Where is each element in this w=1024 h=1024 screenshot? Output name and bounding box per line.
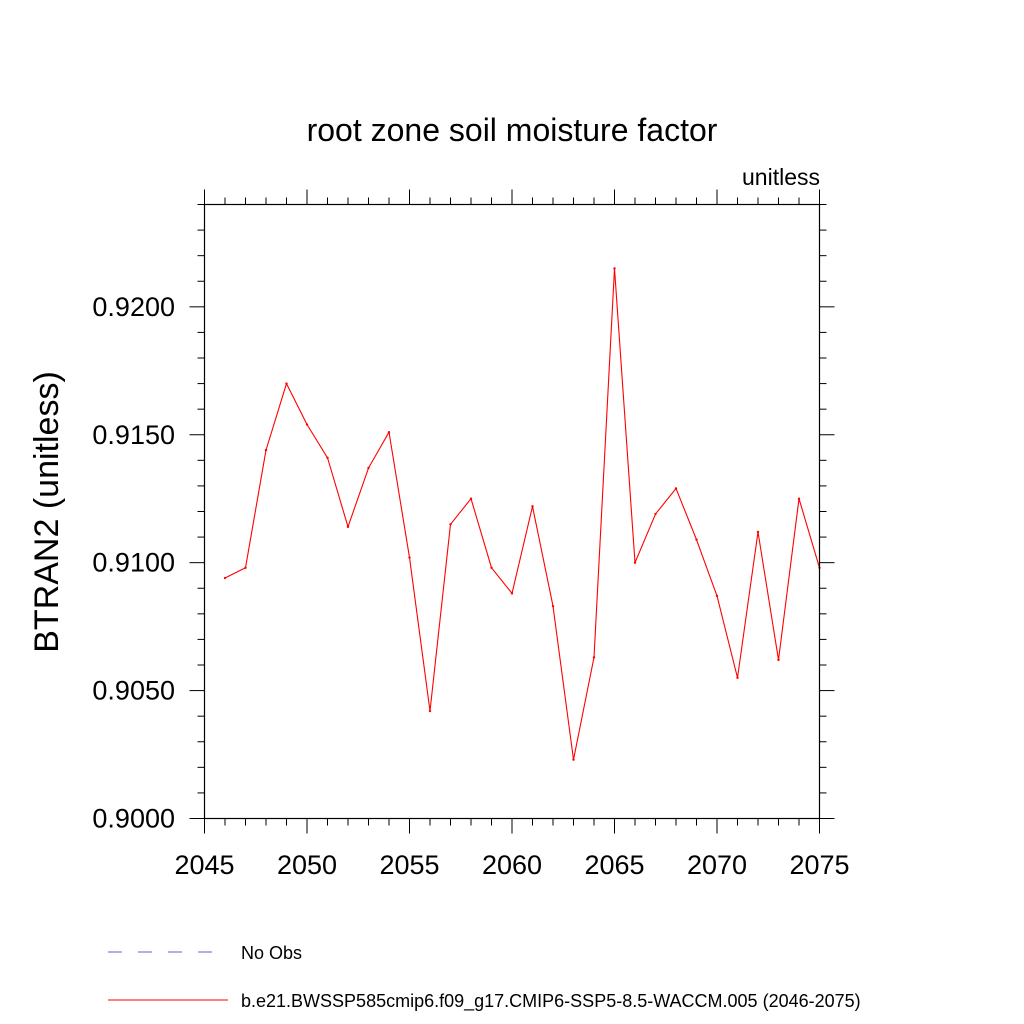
data-point bbox=[510, 592, 514, 595]
x-tick-label: 2075 bbox=[789, 850, 849, 880]
x-tick-label: 2055 bbox=[379, 850, 439, 880]
plot-frame bbox=[203, 203, 821, 820]
data-point bbox=[797, 497, 801, 500]
data-point bbox=[531, 505, 534, 508]
data-point bbox=[715, 594, 719, 598]
data-point bbox=[777, 658, 780, 662]
minor-ticks bbox=[197, 197, 827, 826]
series-lines bbox=[223, 267, 821, 761]
y-tick-label: 0.9200 bbox=[92, 292, 175, 322]
y-tick-label: 0.9100 bbox=[92, 548, 175, 578]
data-point bbox=[428, 709, 432, 713]
major-ticks bbox=[189, 189, 835, 834]
legend-label: b.e21.BWSSP585cmip6.f09_g17.CMIP6-SSP5-8… bbox=[241, 991, 861, 1012]
legend-label: No Obs bbox=[241, 943, 302, 963]
y-tick-label: 0.9050 bbox=[92, 676, 175, 706]
x-tick-label: 2045 bbox=[174, 850, 234, 880]
x-tick-label: 2050 bbox=[277, 850, 337, 880]
y-tick-label: 0.9000 bbox=[92, 804, 175, 834]
data-point bbox=[736, 676, 739, 679]
data-point bbox=[449, 523, 452, 526]
data-point bbox=[572, 758, 575, 761]
data-point bbox=[592, 656, 596, 659]
units-label: unitless bbox=[742, 164, 820, 190]
legend: No Obs b.e21.BWSSP585cmip6.f09_g17.CMIP6-… bbox=[108, 943, 861, 1012]
y-axis-label: BTRAN2 (unitless) bbox=[28, 371, 66, 653]
data-point bbox=[613, 267, 616, 270]
data-point bbox=[695, 538, 698, 541]
data-point bbox=[305, 423, 309, 426]
data-point bbox=[285, 382, 288, 385]
data-point bbox=[244, 566, 247, 569]
data-point bbox=[551, 604, 555, 608]
y-tick-label: 0.9150 bbox=[92, 420, 175, 450]
data-point bbox=[367, 466, 370, 470]
data-point bbox=[490, 566, 493, 569]
data-point bbox=[756, 530, 760, 534]
x-tick-label: 2060 bbox=[482, 850, 542, 880]
data-point bbox=[674, 487, 678, 490]
data-point bbox=[387, 430, 391, 434]
x-tick-label: 2065 bbox=[584, 850, 644, 880]
data-point bbox=[326, 456, 329, 459]
chart-title: root zone soil moisture factor bbox=[307, 112, 718, 148]
data-point bbox=[469, 497, 473, 500]
data-point bbox=[264, 448, 268, 452]
tick-labels: 2045 2050 2055 2060 2065 2070 2075 0.9000 0.9050… bbox=[92, 292, 849, 880]
series-line bbox=[224, 267, 821, 761]
x-tick-label: 2070 bbox=[687, 850, 747, 880]
data-point bbox=[654, 512, 657, 516]
data-point bbox=[346, 525, 350, 529]
data-point bbox=[223, 576, 227, 580]
data-point bbox=[408, 556, 411, 559]
data-point bbox=[633, 561, 637, 564]
